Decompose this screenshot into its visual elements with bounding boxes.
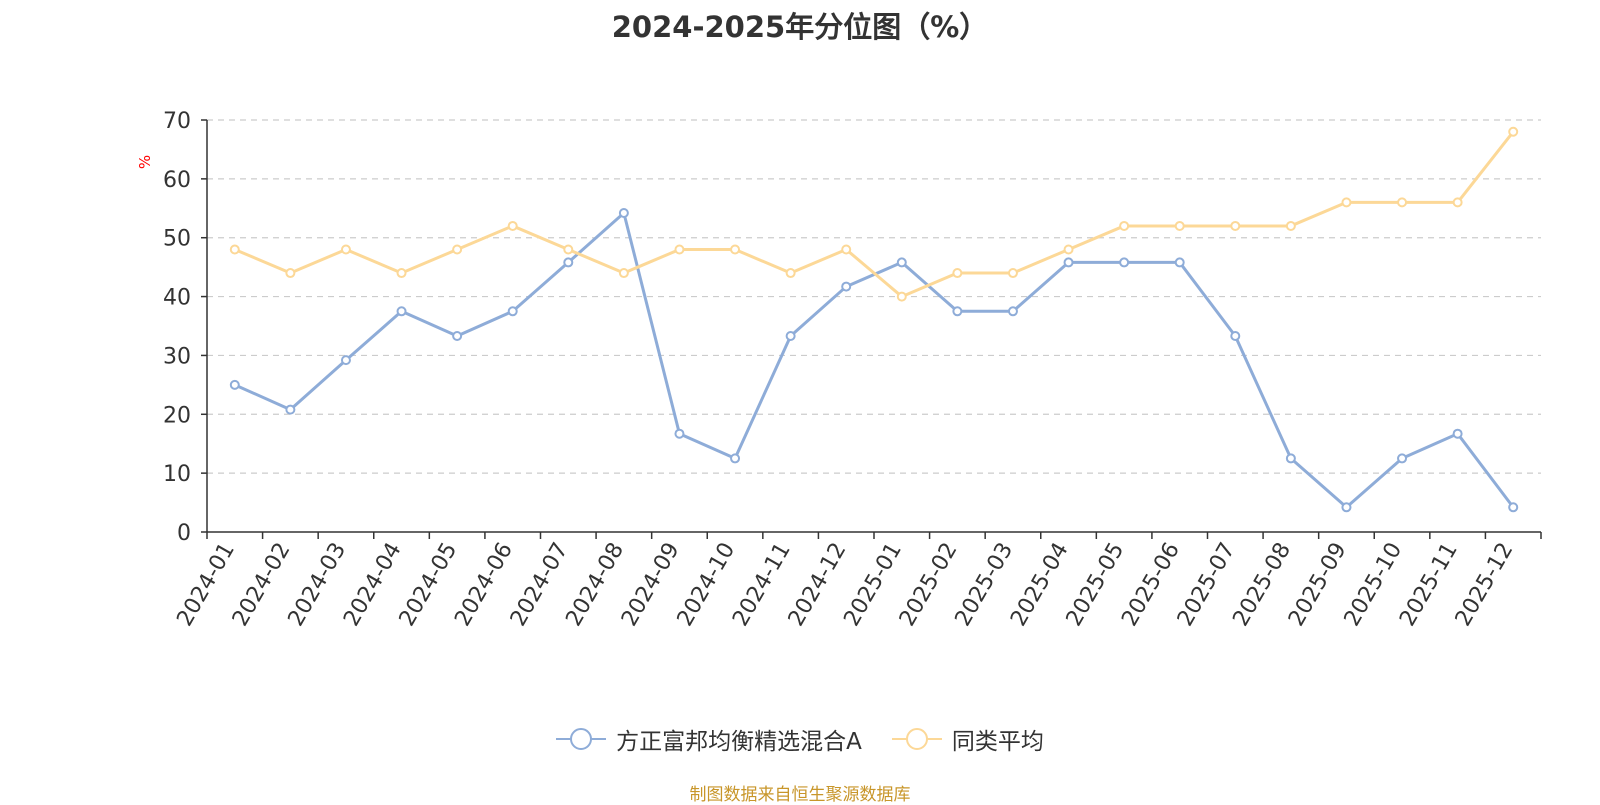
data-point-1-2024-06 — [507, 220, 518, 231]
legend-item-average[interactable]: 同类平均 — [891, 722, 1044, 756]
data-point-0-2024-06 — [507, 306, 518, 317]
data-point-0-2025-01 — [896, 257, 907, 268]
y-tick-label-70: 70 — [163, 109, 191, 134]
data-point-0-2025-08 — [1285, 453, 1296, 464]
y-tick-label-30: 30 — [163, 344, 191, 369]
data-point-0-2024-10 — [730, 453, 741, 464]
data-point-1-2024-11 — [785, 268, 796, 279]
data-point-1-2024-08 — [618, 268, 629, 279]
data-point-0-2025-06 — [1174, 257, 1185, 268]
data-point-1-2025-07 — [1230, 220, 1241, 231]
data-point-0-2025-12 — [1508, 502, 1519, 513]
data-point-1-2024-12 — [841, 244, 852, 255]
data-point-1-2024-04 — [396, 268, 407, 279]
data-point-1-2025-05 — [1119, 220, 1130, 231]
data-point-0-2024-11 — [785, 331, 796, 342]
data-point-0-2024-04 — [396, 306, 407, 317]
y-tick-label-40: 40 — [163, 286, 191, 311]
series-lines — [229, 126, 1519, 513]
data-point-0-2024-03 — [340, 355, 351, 366]
legend-label-fund: 方正富邦均衡精选混合A — [616, 729, 862, 755]
data-point-1-2025-06 — [1174, 220, 1185, 231]
legend-marker-average — [891, 728, 942, 750]
data-point-1-2024-09 — [674, 244, 685, 255]
legend-label-average: 同类平均 — [951, 729, 1044, 755]
y-tick-label-50: 50 — [163, 227, 191, 252]
data-point-0-2024-09 — [674, 428, 685, 439]
y-axis-label: % — [136, 155, 154, 169]
data-point-1-2025-09 — [1341, 197, 1352, 208]
legend-marker-fund — [556, 728, 607, 750]
data-point-1-2024-07 — [563, 244, 574, 255]
data-point-1-2025-08 — [1285, 220, 1296, 231]
data-point-1-2024-05 — [452, 244, 463, 255]
data-point-0-2024-02 — [285, 404, 296, 415]
data-point-1-2024-03 — [340, 244, 351, 255]
data-point-1-2025-10 — [1397, 197, 1408, 208]
series-line-0 — [234, 211, 1515, 509]
series-line-1 — [234, 130, 1515, 299]
data-point-0-2025-05 — [1119, 257, 1130, 268]
data-point-0-2024-12 — [841, 281, 852, 292]
data-point-0-2024-07 — [563, 257, 574, 268]
data-point-0-2025-04 — [1063, 257, 1074, 268]
data-point-0-2024-01 — [229, 379, 240, 390]
data-point-1-2025-04 — [1063, 244, 1074, 255]
data-point-0-2025-07 — [1230, 331, 1241, 342]
data-point-0-2024-08 — [618, 207, 629, 218]
tick-labels: 010203040506070%2024-012024-022024-03202… — [136, 109, 1518, 631]
axes — [201, 119, 1542, 539]
legend-item-fund[interactable]: 方正富邦均衡精选混合A — [556, 722, 862, 756]
y-tick-label-60: 60 — [163, 168, 191, 193]
data-point-1-2025-03 — [1007, 268, 1018, 279]
legend: 方正富邦均衡精选混合A 同类平均 — [0, 722, 1600, 756]
data-point-0-2025-03 — [1007, 306, 1018, 317]
data-point-1-2025-12 — [1508, 126, 1519, 137]
source-note: 制图数据来自恒生聚源数据库 — [689, 785, 911, 805]
y-tick-label-0: 0 — [177, 521, 191, 546]
data-point-1-2025-11 — [1452, 197, 1463, 208]
data-point-0-2024-05 — [452, 331, 463, 342]
data-point-0-2025-11 — [1452, 428, 1463, 439]
y-tick-label-10: 10 — [163, 462, 191, 487]
data-point-1-2024-10 — [730, 244, 741, 255]
data-point-1-2024-01 — [229, 244, 240, 255]
data-point-0-2025-02 — [952, 306, 963, 317]
data-point-1-2025-01 — [896, 291, 907, 302]
data-point-0-2025-10 — [1397, 453, 1408, 464]
grid-lines — [207, 119, 1541, 474]
data-point-1-2025-02 — [952, 268, 963, 279]
y-tick-label-20: 20 — [163, 403, 191, 428]
data-point-1-2024-02 — [285, 268, 296, 279]
data-point-0-2025-09 — [1341, 502, 1352, 513]
chart-title: 2024-2025年分位图（%） — [611, 10, 989, 44]
